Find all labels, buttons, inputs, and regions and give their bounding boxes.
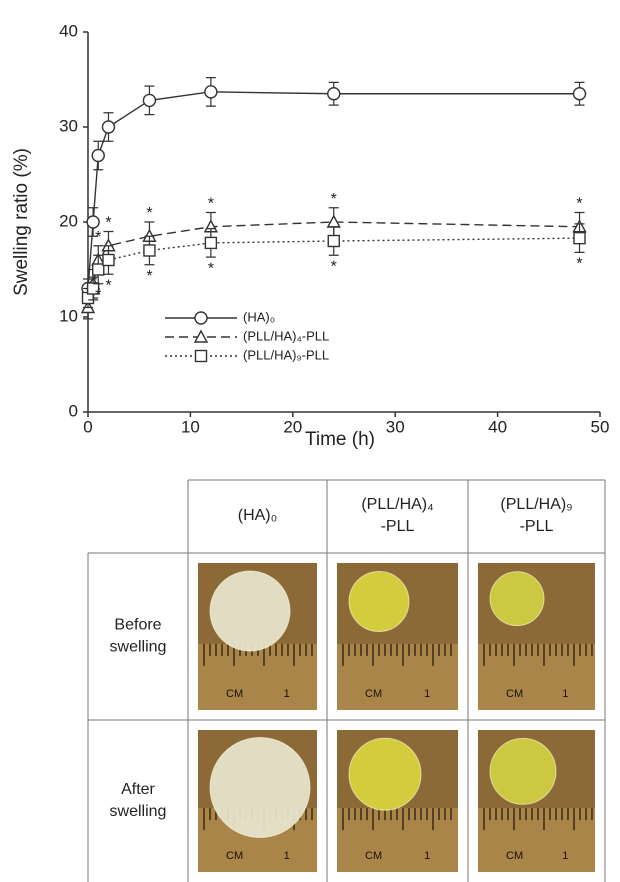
data-point (103, 255, 114, 266)
legend-label: (HA)₀ (243, 309, 275, 324)
data-point (328, 88, 340, 100)
x-tick-label: 40 (488, 417, 507, 436)
y-tick-label: 20 (59, 211, 78, 230)
figure: Time (h) Swelling ratio (%) 0 10 20 30 40 0 10… (0, 0, 620, 882)
photo: CM 1 (337, 563, 458, 710)
legend-marker (195, 312, 207, 324)
y-tick-label: 30 (59, 116, 78, 135)
specimen (210, 571, 290, 651)
data-point (144, 245, 155, 256)
data-point (328, 236, 339, 247)
x-tick-label: 10 (181, 417, 200, 436)
data-point (205, 86, 217, 98)
legend-label: (PLL/HA)₄-PLL (243, 328, 329, 343)
significance-mark: * (95, 287, 101, 304)
column-header: -PLL (381, 518, 415, 535)
x-axis-label: Time (h) (305, 429, 375, 450)
y-axis-label: Swelling ratio (%) (11, 148, 32, 296)
ruler-label: CM (506, 850, 523, 862)
row-header: swelling (110, 639, 167, 656)
significance-mark: * (208, 196, 214, 213)
data-point (574, 233, 585, 244)
ruler-label: 1 (424, 688, 430, 700)
row-header: swelling (110, 803, 167, 820)
data-point (205, 237, 216, 248)
data-point (93, 264, 104, 275)
photo: CM 1 (478, 563, 595, 710)
specimen (210, 738, 310, 838)
data-point (92, 150, 104, 162)
ruler-label: 1 (424, 850, 430, 862)
row-header: After (121, 781, 155, 798)
photo: CM 1 (337, 730, 458, 872)
significance-mark: * (95, 229, 101, 246)
ruler-label: CM (226, 688, 243, 700)
column-header: -PLL (520, 518, 554, 535)
ruler-label: 1 (284, 688, 290, 700)
specimen (349, 738, 421, 810)
significance-mark: * (105, 215, 111, 232)
column-header: (PLL/HA)₉ (500, 496, 572, 513)
ruler-label: CM (365, 688, 382, 700)
row-header: Before (114, 617, 161, 634)
column-header: (HA)₀ (238, 507, 278, 524)
legend-label: (PLL/HA)₉-PLL (243, 347, 329, 362)
significance-mark: * (576, 196, 582, 213)
photo: CM 1 (478, 730, 595, 872)
significance-mark: * (146, 268, 152, 285)
x-tick-label: 0 (83, 417, 92, 436)
x-tick-label: 20 (283, 417, 302, 436)
ruler-label: CM (365, 850, 382, 862)
data-point (143, 94, 155, 106)
photo: CM 1 (198, 730, 317, 872)
significance-mark: * (576, 256, 582, 273)
column-header: (PLL/HA)₄ (361, 496, 433, 513)
specimen (349, 572, 409, 632)
photo: CM 1 (198, 563, 317, 710)
significance-mark: * (331, 258, 337, 275)
y-tick-label: 10 (59, 306, 78, 325)
specimen (490, 738, 556, 804)
data-point (87, 216, 99, 228)
significance-mark: * (105, 277, 111, 294)
specimen (490, 572, 544, 626)
y-tick-label: 0 (69, 401, 78, 420)
ruler-label: 1 (562, 850, 568, 862)
x-tick-label: 50 (591, 417, 610, 436)
ruler-label: CM (506, 688, 523, 700)
data-point (102, 121, 114, 133)
significance-mark: * (331, 191, 337, 208)
ruler-label: 1 (562, 688, 568, 700)
data-point (574, 88, 586, 100)
ruler-label: 1 (284, 850, 290, 862)
significance-mark: * (146, 205, 152, 222)
legend-marker (196, 351, 207, 362)
ruler-label: CM (226, 850, 243, 862)
significance-mark: * (208, 260, 214, 277)
x-tick-label: 30 (386, 417, 405, 436)
y-tick-label: 40 (59, 21, 78, 40)
